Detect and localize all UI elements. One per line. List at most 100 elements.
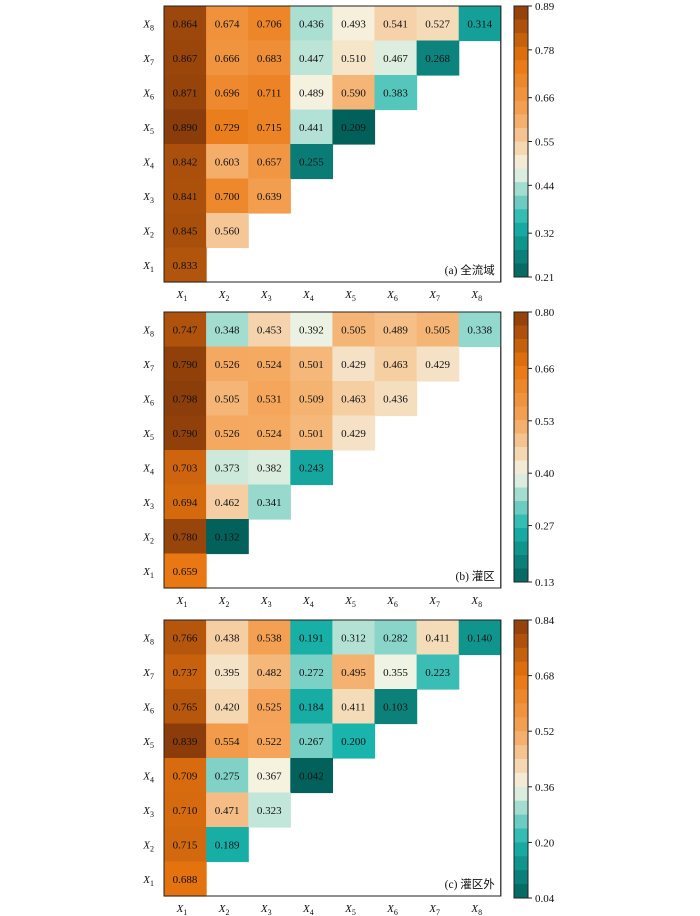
- colorbar-band: [514, 514, 528, 529]
- heatmap-cell: [290, 450, 333, 486]
- cell-value-label: 0.790: [173, 428, 198, 440]
- cell-value-label: 0.243: [299, 462, 324, 474]
- colorbar-band: [514, 263, 528, 278]
- cell-value-label: 0.471: [215, 805, 240, 817]
- heatmap-cell: [206, 381, 249, 417]
- colorbar-band: [514, 406, 528, 421]
- x-tick-label: X1: [176, 595, 188, 609]
- heatmap-cell: [248, 620, 291, 656]
- heatmap-cell: [206, 75, 249, 111]
- cell-value-label: 0.441: [299, 122, 324, 134]
- y-tick-label: X4: [142, 156, 154, 170]
- colorbar-tick-label: 0.36: [535, 782, 555, 794]
- colorbar-band: [514, 541, 528, 556]
- heatmap-panel-3: 0.766 0.438 0.538 0.191 0.312 0.282 0.411 0.140…: [142, 615, 554, 916]
- y-tick-label: X1: [142, 874, 154, 888]
- colorbar-tick-label: 0.52: [535, 726, 554, 738]
- cell-value-label: 0.524: [257, 359, 282, 371]
- cell-value-label: 0.603: [215, 156, 240, 168]
- x-tick-label: X2: [218, 289, 230, 303]
- heatmap-cell: [374, 40, 418, 76]
- cell-value-label: 0.590: [341, 87, 366, 99]
- x-tick-label: X7: [428, 289, 440, 303]
- cell-value-label: 0.429: [425, 359, 450, 371]
- colorbar-band: [514, 661, 528, 677]
- cell-value-label: 0.505: [425, 324, 450, 336]
- heatmap-cell: [248, 75, 291, 111]
- cell-value-label: 0.501: [299, 359, 324, 371]
- cell-value-label: 0.429: [341, 359, 366, 371]
- colorbar-band: [514, 182, 528, 197]
- y-tick-label: X8: [142, 632, 154, 646]
- heatmap-cell: [248, 689, 291, 725]
- heatmap-cell: [416, 654, 460, 690]
- cell-value-label: 0.527: [425, 18, 450, 30]
- cell-value-label: 0.140: [467, 632, 492, 644]
- colorbar-band: [514, 87, 528, 102]
- colorbar-band: [514, 100, 528, 115]
- heatmap-cell: [164, 484, 207, 520]
- y-tick-label: X4: [142, 462, 154, 476]
- panel-label: (a) 全流域: [445, 263, 496, 277]
- colorbar-band: [514, 647, 528, 663]
- heatmap-cell: [206, 6, 249, 42]
- heatmap-cell: [248, 792, 291, 828]
- heatmap-cell: [206, 144, 249, 180]
- cell-value-label: 0.747: [173, 324, 198, 336]
- heatmap-cell: [290, 415, 333, 451]
- heatmap-cell: [374, 689, 418, 725]
- colorbar-tick-label: 0.78: [535, 45, 555, 57]
- cell-value-label: 0.493: [341, 18, 366, 30]
- cell-value-label: 0.833: [173, 260, 198, 272]
- cell-value-label: 0.841: [173, 191, 198, 203]
- x-tick-label: X6: [386, 903, 398, 916]
- y-tick-label: X4: [142, 770, 154, 784]
- heatmap-cell: [164, 109, 207, 145]
- heatmap-cell: [248, 654, 291, 690]
- heatmap-cell: [164, 654, 207, 690]
- cell-value-label: 0.495: [341, 667, 366, 679]
- cell-value-label: 0.706: [257, 18, 282, 30]
- colorbar-tick-label: 0.66: [535, 93, 555, 105]
- y-tick-label: X2: [142, 839, 154, 853]
- heatmap-cell: [164, 450, 207, 486]
- y-tick-label: X7: [142, 667, 154, 681]
- heatmap-cell: [248, 109, 291, 145]
- x-tick-label: X4: [302, 903, 314, 916]
- y-tick-label: X8: [142, 324, 154, 338]
- cell-value-label: 0.696: [215, 87, 240, 99]
- cell-value-label: 0.683: [257, 53, 282, 65]
- y-tick-label: X3: [142, 191, 154, 205]
- y-tick-label: X3: [142, 805, 154, 819]
- colorbar-tick-label: 0.80: [535, 307, 555, 319]
- cell-value-label: 0.453: [257, 324, 282, 336]
- cell-value-label: 0.383: [383, 87, 408, 99]
- colorbar-band: [514, 620, 528, 635]
- cell-value-label: 0.436: [383, 393, 408, 405]
- cell-value-label: 0.489: [299, 87, 324, 99]
- heatmap-cell: [206, 40, 249, 76]
- colorbar-tick-label: 0.44: [535, 180, 555, 192]
- heatmap-cell: [290, 75, 333, 111]
- heatmap-cell: [290, 381, 333, 417]
- heatmap-cell: [248, 381, 291, 417]
- cell-value-label: 0.447: [299, 53, 324, 65]
- heatmap-cell: [248, 723, 291, 759]
- heatmap-cell: [164, 827, 207, 863]
- y-tick-label: X5: [142, 122, 154, 136]
- x-tick-label: X6: [386, 595, 398, 609]
- cell-value-label: 0.382: [257, 462, 282, 474]
- heatmap-cell: [206, 178, 249, 214]
- cell-value-label: 0.639: [257, 191, 282, 203]
- cell-value-label: 0.659: [173, 566, 198, 578]
- heatmap-cell: [416, 346, 460, 382]
- colorbar-band: [514, 249, 528, 264]
- colorbar-band: [514, 731, 528, 746]
- colorbar-band: [514, 884, 528, 899]
- colorbar-band: [514, 236, 528, 251]
- cell-value-label: 0.272: [299, 667, 324, 679]
- heatmap-cell: [248, 484, 291, 520]
- x-tick-label: X7: [428, 595, 440, 609]
- heatmap-cell: [248, 415, 291, 451]
- cell-value-label: 0.411: [341, 701, 365, 713]
